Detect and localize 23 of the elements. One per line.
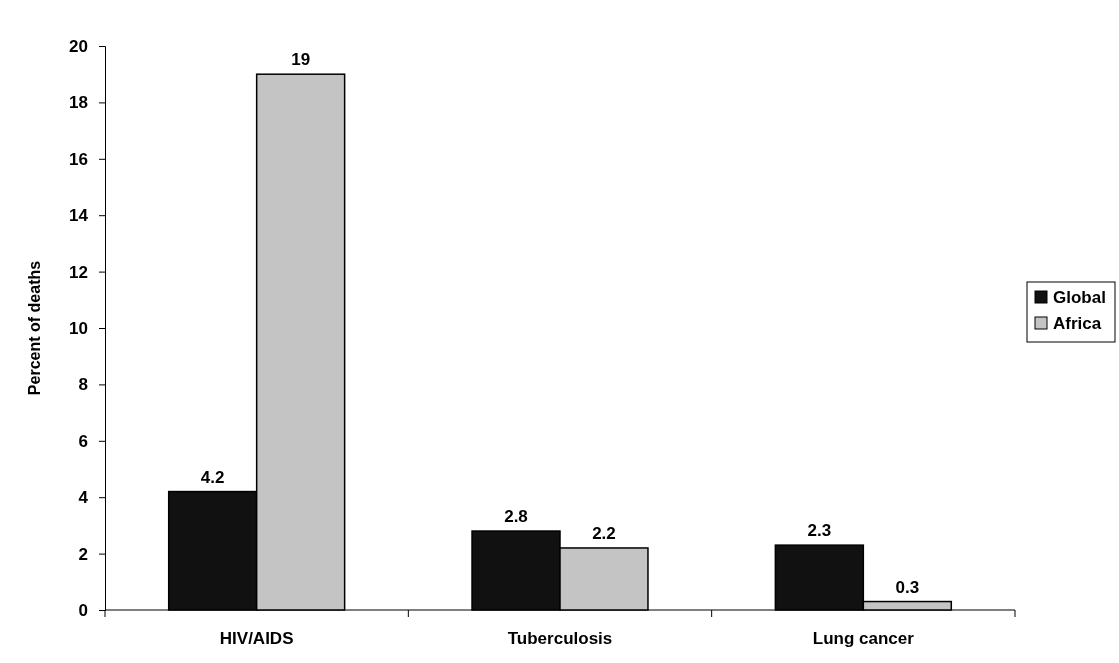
y-tick-label: 12 [69,262,88,282]
data-label: 2.2 [592,523,616,543]
y-tick-label: 10 [69,318,88,338]
y-axis-title: Percent of deaths [26,260,43,396]
legend-label: Global [1053,288,1106,307]
x-tick-label: Tuberculosis [507,629,613,648]
y-tick-label: 0 [78,600,88,620]
y-tick-label: 14 [69,206,89,226]
y-tick-label: 18 [69,93,88,113]
data-label: 19 [291,50,311,70]
data-label: 4.2 [200,467,225,487]
y-tick-label: 16 [69,149,88,169]
legend-label: Africa [1053,314,1102,333]
y-tick-label: 6 [78,431,88,451]
data-label: 2.3 [807,521,832,541]
y-tick-label: 2 [78,544,88,564]
y-tick-label: 8 [78,375,88,395]
y-tick-label: 4 [78,488,89,508]
y-tick-label: 20 [69,36,88,56]
x-tick-label: HIV/AIDS [219,629,294,648]
data-label: 0.3 [895,577,920,597]
data-label: 2.8 [504,507,528,527]
x-tick-label: Lung cancer [812,629,915,648]
